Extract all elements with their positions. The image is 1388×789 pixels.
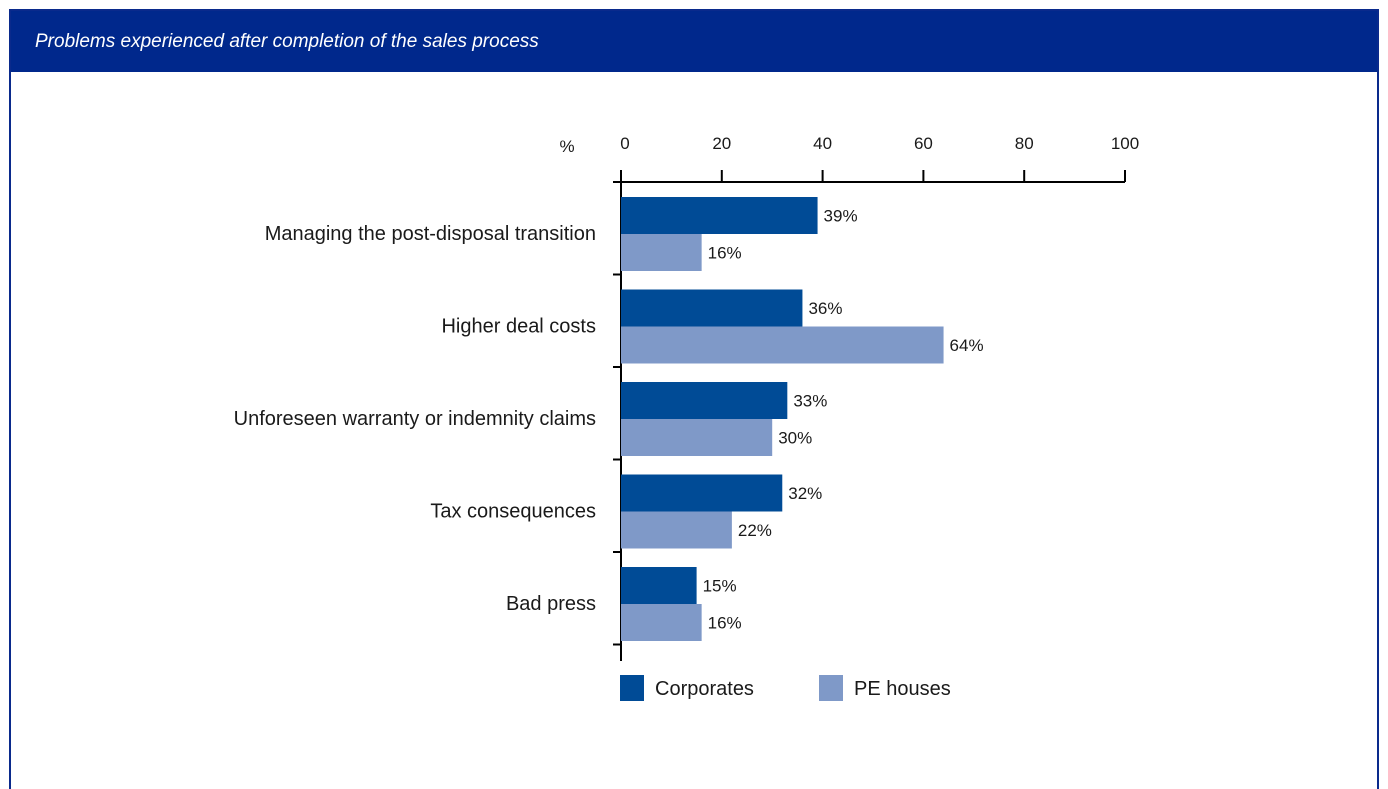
x-tick-label: 80 — [1015, 134, 1034, 153]
legend-label: Corporates — [655, 678, 754, 700]
bar-corporates — [621, 382, 788, 419]
bar-value-label: 64% — [950, 336, 984, 355]
axis-unit-label: % — [559, 137, 574, 156]
legend-swatch — [620, 675, 644, 701]
x-tick-label: 60 — [914, 134, 933, 153]
chart-frame: Problems experienced after completion of… — [9, 9, 1379, 789]
category-label: Higher deal costs — [441, 316, 596, 338]
category-label: Unforeseen warranty or indemnity claims — [234, 408, 596, 430]
bar-value-label: 36% — [808, 299, 842, 318]
bar-pe-houses — [621, 234, 702, 271]
bar-corporates — [621, 567, 697, 604]
bar-value-label: 16% — [708, 244, 742, 263]
x-tick-label: 0 — [620, 134, 629, 153]
bar-corporates — [621, 289, 803, 327]
x-tick-label: 20 — [712, 134, 731, 153]
bar-corporates — [621, 197, 818, 234]
legend-label: PE houses — [854, 678, 951, 700]
bar-value-label: 30% — [778, 429, 812, 448]
bar-corporates — [621, 474, 783, 512]
bar-value-label: 39% — [824, 207, 858, 226]
legend-swatch — [819, 675, 843, 701]
bar-value-label: 33% — [793, 392, 827, 411]
bar-pe-houses — [621, 419, 773, 456]
category-label: Bad press — [506, 593, 596, 615]
bar-pe-houses — [621, 604, 702, 641]
bar-value-label: 15% — [703, 577, 737, 596]
bar-value-label: 16% — [708, 614, 742, 633]
category-label: Managing the post-disposal transition — [265, 223, 596, 245]
bar-value-label: 22% — [738, 521, 772, 540]
bar-pe-houses — [621, 326, 944, 364]
bar-pe-houses — [621, 511, 732, 549]
x-tick-label: 40 — [813, 134, 832, 153]
category-label: Tax consequences — [430, 501, 596, 523]
bar-value-label: 32% — [788, 484, 822, 503]
x-tick-label: 100 — [1111, 134, 1139, 153]
chart-title: Problems experienced after completion of… — [11, 11, 1377, 72]
